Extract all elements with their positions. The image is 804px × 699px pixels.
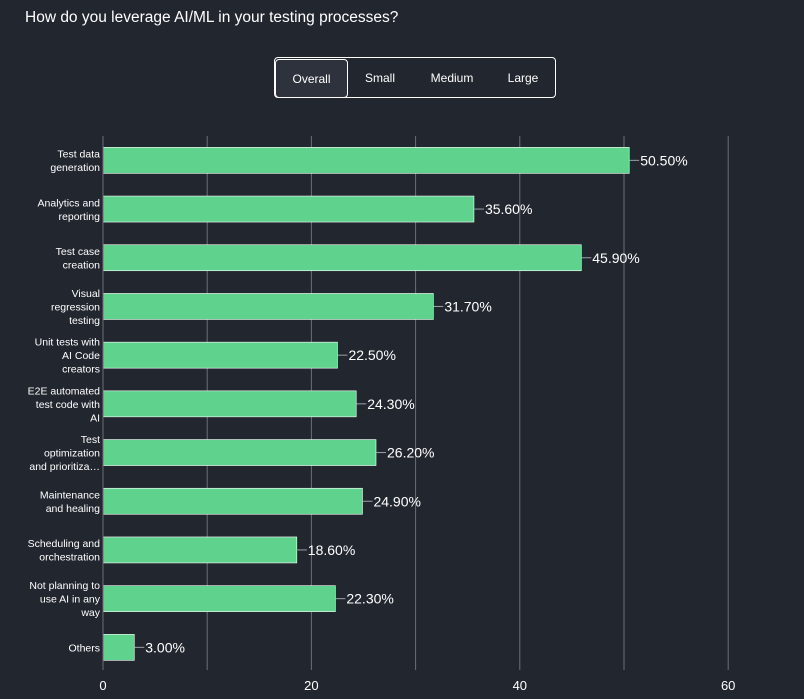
- bar: [102, 634, 135, 661]
- page-title: How do you leverage AI/ML in your testin…: [25, 9, 399, 26]
- bar: [102, 536, 298, 564]
- category-label-line: Unit tests with: [35, 337, 101, 349]
- category-label-line: creators: [62, 364, 100, 376]
- x-tick-label: 0: [99, 678, 106, 693]
- category-label-line: generation: [50, 162, 100, 174]
- category-label-line: orchestration: [39, 552, 100, 564]
- x-tick-label: 60: [721, 678, 735, 693]
- category-label-line: Not planning to: [29, 580, 100, 592]
- category-label: Visual regression testing: [51, 288, 100, 327]
- category-label-line: Visual: [72, 288, 100, 300]
- tab-small[interactable]: Small: [364, 70, 395, 85]
- bar: [102, 439, 377, 466]
- category-label-line: testing: [69, 315, 100, 327]
- data-label: 22.50%: [348, 347, 395, 363]
- x-tick-label: 40: [513, 678, 527, 693]
- category-label-line: Test case: [56, 246, 101, 258]
- category-label: Scheduling and orchestration: [28, 538, 101, 564]
- bar: [102, 195, 475, 223]
- data-label: 45.90%: [592, 250, 639, 266]
- bar: [102, 390, 357, 418]
- tab-overall[interactable]: Overall: [275, 59, 348, 98]
- category-label-line: Others: [68, 642, 100, 654]
- category-label-line: Test data: [57, 149, 100, 161]
- bar: [102, 585, 336, 612]
- data-label: 3.00%: [145, 639, 185, 655]
- category-label: Test optimization and prioritiza…: [29, 434, 100, 473]
- bar: [102, 487, 363, 515]
- category-label-line: Scheduling and: [28, 538, 101, 550]
- category-label: Analytics and reporting: [38, 197, 101, 223]
- category-label: Maintenance and healing: [40, 490, 100, 516]
- category-label: Test case creation: [56, 246, 101, 272]
- category-label: Unit tests with AI Code creators: [35, 337, 101, 376]
- data-label: 24.90%: [373, 493, 420, 509]
- data-label: 35.60%: [485, 201, 532, 217]
- category-label-line: optimization: [44, 448, 100, 460]
- category-label: E2E automated test code with AI: [28, 385, 101, 424]
- category-label-line: and prioritiza…: [29, 461, 100, 473]
- x-tick-label: 20: [304, 678, 318, 693]
- category-label: Not planning to use AI in any way: [29, 580, 100, 619]
- data-label: 26.20%: [387, 445, 434, 461]
- category-label-line: E2E automated: [28, 385, 101, 397]
- bar: [102, 341, 338, 369]
- bar: [102, 293, 434, 320]
- category-label-line: test code with: [36, 399, 100, 411]
- category-label-line: Maintenance: [40, 490, 100, 502]
- category-label-line: Analytics and: [38, 197, 101, 209]
- tab-medium[interactable]: Medium: [430, 70, 474, 85]
- data-label: 24.30%: [367, 396, 414, 412]
- category-label-line: way: [80, 607, 100, 619]
- category-label: Others: [68, 642, 100, 654]
- data-label: 50.50%: [640, 152, 687, 168]
- tab-large[interactable]: Large: [507, 70, 539, 85]
- data-label: 18.60%: [308, 542, 355, 558]
- category-label-line: use AI in any: [40, 594, 101, 606]
- category-label-line: AI Code: [62, 350, 100, 362]
- data-label: 22.30%: [346, 591, 393, 607]
- category-label-line: creation: [63, 260, 101, 272]
- bar: [102, 147, 630, 174]
- category-label-line: and healing: [46, 503, 100, 515]
- category-label-line: reporting: [59, 211, 101, 223]
- category-label-line: AI: [90, 412, 100, 424]
- segment-tabs: Overall Small Medium Large: [274, 57, 556, 98]
- bar: [102, 244, 582, 272]
- category-label-line: Test: [81, 434, 100, 446]
- data-label: 31.70%: [444, 298, 491, 314]
- category-label: Test data generation: [50, 149, 100, 175]
- category-label-line: regression: [51, 301, 100, 313]
